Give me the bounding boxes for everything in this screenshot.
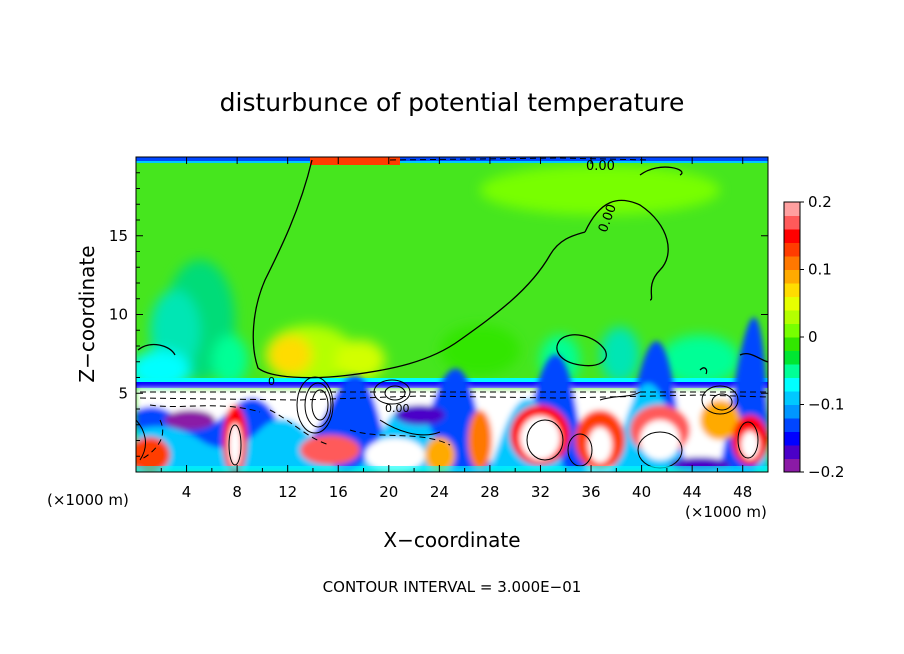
colorbar-swatch xyxy=(784,350,800,365)
contour-label: 0.00 xyxy=(385,402,410,415)
lower-layer xyxy=(136,317,768,472)
contour-dashed xyxy=(139,157,768,461)
colorbar-tick-label: 0 xyxy=(808,328,818,346)
colorbar-swatch xyxy=(784,445,800,459)
colorbar-swatch xyxy=(784,364,800,378)
upper-field-shading xyxy=(136,165,740,390)
x-tick-label: 44 xyxy=(683,483,702,501)
x-tick-label: 16 xyxy=(329,483,348,501)
colorbar-swatch xyxy=(784,215,800,230)
colorbar-swatch xyxy=(784,296,800,311)
colorbar-swatch xyxy=(784,229,800,243)
x-tick-label: 12 xyxy=(278,483,297,501)
x-tick-label: 36 xyxy=(581,483,600,501)
x-tick-label: 24 xyxy=(430,483,449,501)
colorbar-swatch xyxy=(784,283,800,297)
x-axis-label: X−coordinate xyxy=(383,528,520,552)
contour-label: 0 xyxy=(268,375,275,388)
chart-title: disturbunce of potential temperature xyxy=(220,88,685,117)
x-tick-label: 48 xyxy=(733,483,752,501)
colorbar-tick-label: −0.1 xyxy=(808,396,844,414)
colorbar-swatch xyxy=(784,458,800,473)
plot-area xyxy=(136,157,768,472)
x-tick-label: 32 xyxy=(531,483,550,501)
x-tick-label: 4 xyxy=(182,483,192,501)
y-axis: 5 10 15 xyxy=(109,172,768,457)
y-tick-label: 10 xyxy=(109,306,128,324)
lower-boundary-strip xyxy=(136,466,768,472)
colorbar-swatch xyxy=(784,431,800,446)
contour-clusters xyxy=(136,376,759,469)
y-tick-label: 15 xyxy=(109,227,128,245)
colorbar-swatch xyxy=(784,269,800,284)
contour-lines xyxy=(137,159,768,379)
colorbar-swatch xyxy=(784,323,800,338)
y-axis-label: Z−coordinate xyxy=(75,245,99,382)
contour-labels: 0.00 0.00 0.00 0 xyxy=(268,159,620,415)
x-tick-label: 8 xyxy=(232,483,242,501)
colorbar-swatch xyxy=(784,418,800,432)
colorbar-swatch xyxy=(784,310,800,324)
colorbar-swatch xyxy=(784,391,800,405)
x-tick-label: 40 xyxy=(632,483,651,501)
contour-interval: CONTOUR INTERVAL = 3.000E−01 xyxy=(323,578,582,596)
x-axis: 4 8 12 16 20 24 28 32 36 40 44 48 xyxy=(160,157,752,501)
colorbar-swatch xyxy=(784,404,800,419)
colorbar-swatch xyxy=(784,377,800,392)
colorbar-swatch xyxy=(784,337,800,351)
x-tick-label: 28 xyxy=(480,483,499,501)
colorbar-swatch xyxy=(784,242,800,257)
y-tick-label: 5 xyxy=(118,384,128,402)
colorbar-tick-label: 0.2 xyxy=(808,193,832,211)
colorbar-swatch xyxy=(784,256,800,270)
contour-label: 0.00 xyxy=(586,159,615,174)
x-unit-left: (×1000 m) xyxy=(47,491,129,509)
colorbar-tick-label: −0.2 xyxy=(808,463,844,481)
x-tick-label: 20 xyxy=(379,483,398,501)
colorbar-tick-label: 0.1 xyxy=(808,261,832,279)
x-unit-right: (×1000 m) xyxy=(685,503,767,521)
colorbar: 0.2 0.1 0 −0.1 −0.2 xyxy=(783,193,844,481)
colorbar-swatch xyxy=(784,202,800,216)
